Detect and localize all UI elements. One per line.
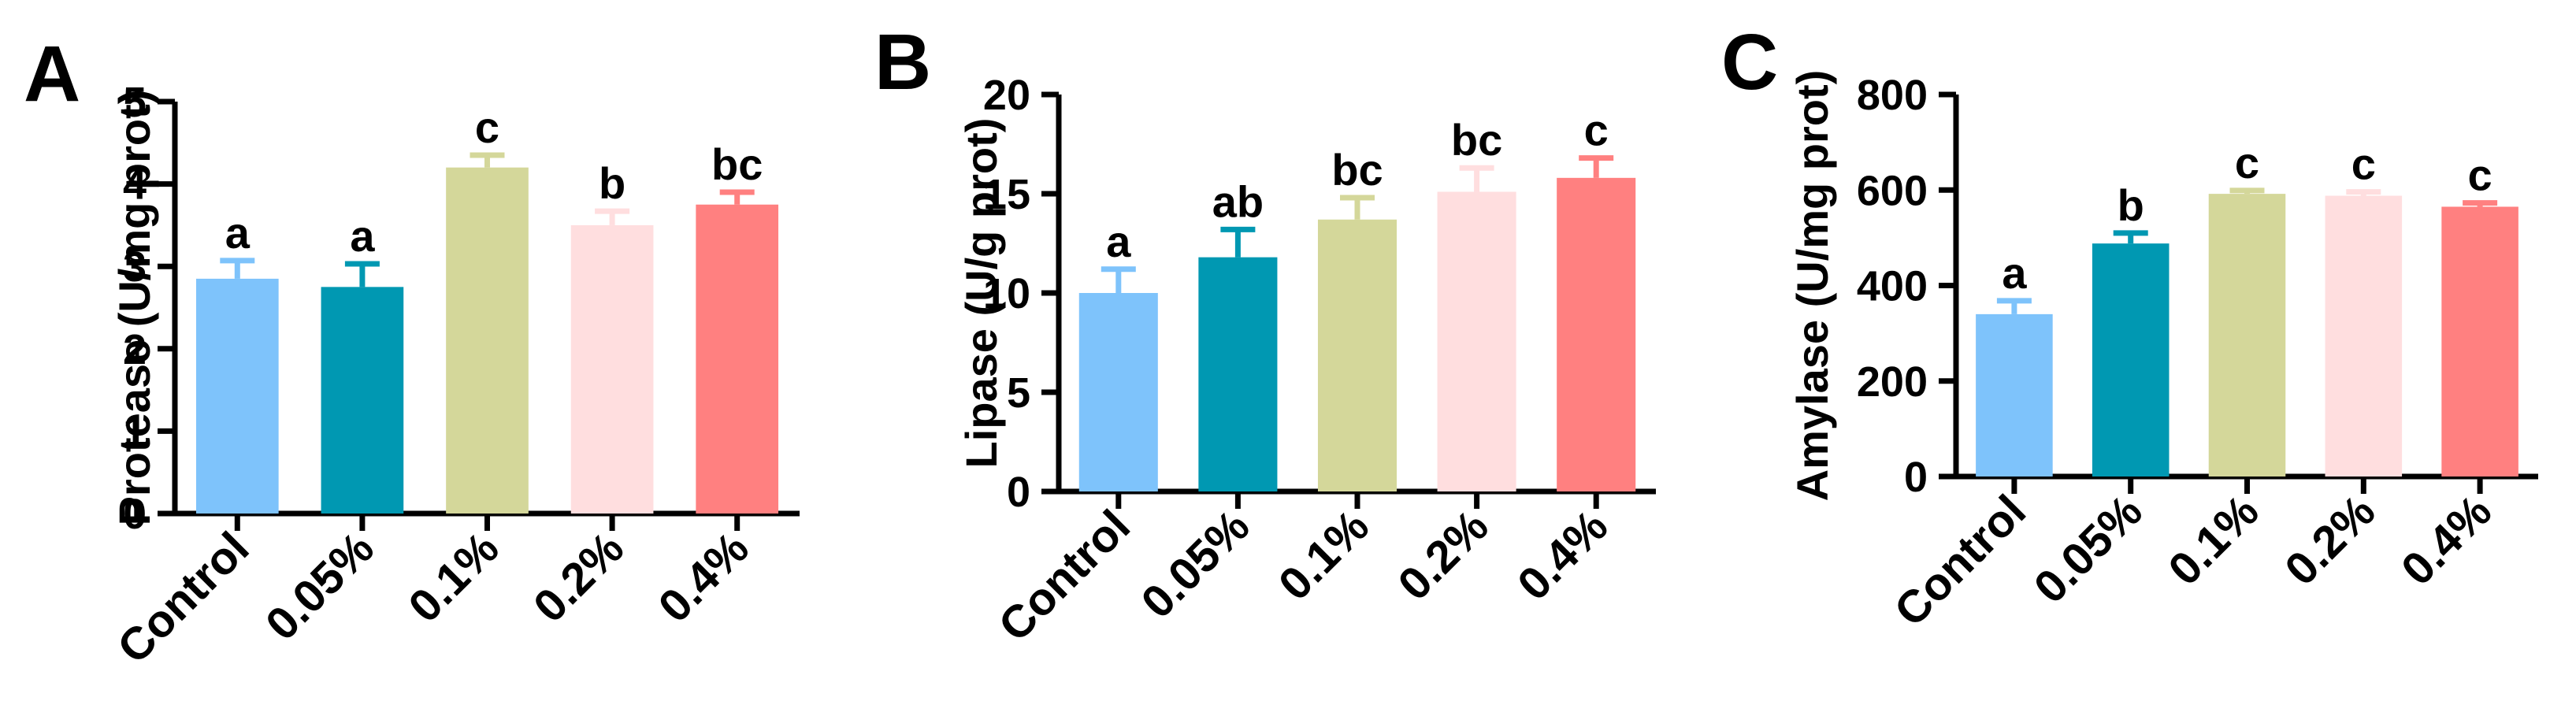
y-tick-label: 200 — [1857, 358, 1928, 406]
bar-control — [195, 278, 279, 514]
y-tick-label: 15 — [983, 171, 1030, 218]
significance-letter: a — [225, 208, 251, 258]
panel-label: B — [874, 18, 931, 106]
chart-panel-c: C 0 200 400 600 800 Amylase (U/mg prot) a Contro… — [1721, 18, 2538, 636]
bar-0-05- — [321, 287, 404, 514]
significance-letter: b — [599, 158, 625, 208]
y-tick-label: 800 — [1857, 72, 1928, 119]
x-tick-label: 0.4% — [648, 522, 758, 632]
significance-letter: bc — [1331, 145, 1383, 195]
x-tick-label: 0.05% — [256, 522, 384, 650]
x-tick-label: 0.2% — [524, 522, 633, 632]
bar-0-05- — [2092, 243, 2170, 477]
bar-0-2- — [2325, 195, 2403, 477]
y-tick-label: 5 — [1007, 369, 1030, 417]
significance-letter: b — [2118, 180, 2144, 230]
bar-0-05- — [1198, 257, 1278, 491]
x-tick-label: Control — [108, 522, 259, 673]
x-tick-label: 0.05% — [1131, 500, 1259, 628]
bar-0-1- — [2208, 194, 2286, 477]
y-axis-title: Lipase (U/g prot) — [956, 118, 1006, 469]
y-axis-title: Protease (U/mg prot) — [109, 90, 159, 526]
x-tick-label: Control — [989, 500, 1140, 651]
significance-letter: c — [2468, 150, 2492, 200]
bar-0-4- — [2441, 206, 2518, 477]
bar-0-4- — [1557, 177, 1636, 491]
y-tick-label: 3 — [123, 243, 147, 291]
y-tick-label: 0 — [1904, 454, 1928, 501]
y-tick-label: 4 — [123, 161, 147, 209]
significance-letter: c — [475, 102, 499, 152]
y-tick-label: 2 — [123, 326, 147, 373]
x-tick-label: 0.05% — [2025, 485, 2152, 613]
x-tick-label: 0.1% — [1269, 500, 1379, 610]
significance-letter: a — [2002, 248, 2027, 298]
bar-0-1- — [1317, 219, 1397, 491]
x-tick-label: 0.4% — [1508, 500, 1617, 610]
y-tick-label: 600 — [1857, 167, 1928, 214]
bar-0-2- — [1437, 191, 1516, 492]
bar-0-2- — [570, 224, 654, 514]
significance-letter: a — [350, 211, 375, 261]
bar-control — [1078, 293, 1158, 491]
x-tick-label: 0.2% — [2275, 485, 2385, 595]
panel-label: C — [1721, 18, 1778, 106]
x-tick-label: 0.1% — [399, 522, 508, 632]
x-tick-label: Control — [1884, 485, 2036, 636]
significance-letter: bc — [711, 139, 763, 189]
y-tick-label: 400 — [1857, 263, 1928, 310]
significance-letter: ab — [1212, 176, 1264, 226]
bar-control — [1976, 313, 2053, 477]
y-tick-label: 20 — [983, 72, 1030, 119]
x-tick-label: 0.1% — [2158, 485, 2268, 595]
significance-letter: c — [2351, 139, 2376, 189]
y-tick-label: 1 — [123, 408, 147, 455]
bar-0-1- — [446, 167, 529, 514]
y-tick-label: 10 — [983, 270, 1030, 317]
panel-label: A — [24, 30, 80, 118]
y-axis-title: Amylase (U/mg prot) — [1787, 70, 1837, 502]
x-tick-label: 0.2% — [1388, 500, 1498, 610]
significance-letter: c — [1584, 106, 1609, 155]
x-tick-label: 0.4% — [2392, 485, 2501, 595]
significance-letter: c — [2235, 138, 2259, 187]
significance-letter: a — [1106, 217, 1131, 266]
y-tick-label: 0 — [123, 491, 147, 538]
y-tick-label: 5 — [123, 79, 147, 126]
significance-letter: bc — [1451, 115, 1502, 165]
bar-0-4- — [696, 204, 779, 514]
y-tick-label: 0 — [1007, 469, 1030, 516]
